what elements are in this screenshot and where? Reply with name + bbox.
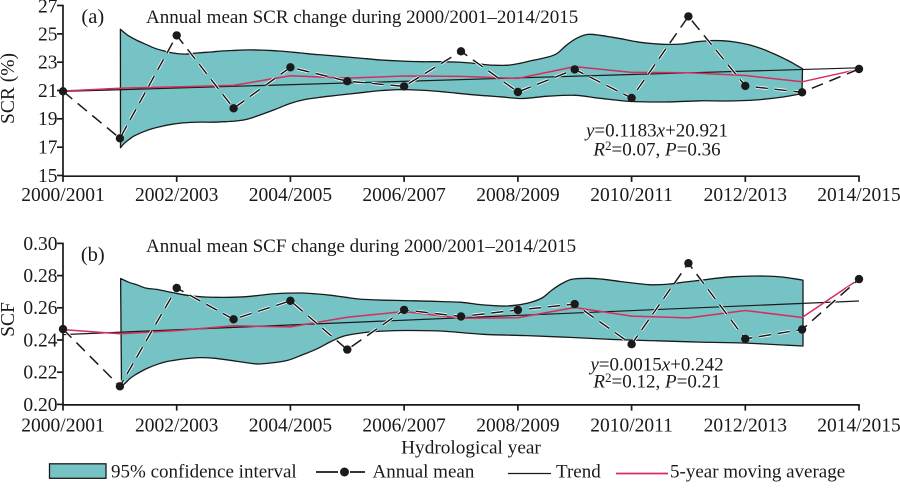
svg-text:(b): (b) <box>81 244 105 266</box>
svg-text:0.26: 0.26 <box>23 298 57 319</box>
svg-text:Annual mean: Annual mean <box>373 462 475 483</box>
svg-text:15: 15 <box>38 166 58 187</box>
svg-text:SCF: SCF <box>0 302 19 337</box>
svg-text:2002/2003: 2002/2003 <box>135 185 218 206</box>
svg-text:27: 27 <box>38 0 58 18</box>
svg-text:2012/2013: 2012/2013 <box>704 415 787 436</box>
svg-text:y=0.0015x+0.242: y=0.0015x+0.242 <box>588 355 723 376</box>
svg-text:0.28: 0.28 <box>23 266 57 287</box>
svg-text:2006/2007: 2006/2007 <box>362 415 446 436</box>
svg-text:y=0.1183x+20.921: y=0.1183x+20.921 <box>584 121 728 142</box>
svg-text:2002/2003: 2002/2003 <box>135 415 218 436</box>
svg-text:Annual mean SCR change during: Annual mean SCR change during 2000/2001–… <box>146 7 578 28</box>
svg-text:25: 25 <box>38 24 58 45</box>
svg-text:2006/2007: 2006/2007 <box>362 185 446 206</box>
svg-text:(a): (a) <box>81 6 104 28</box>
svg-text:R2=0.07, P=0.36: R2=0.07, P=0.36 <box>592 138 720 161</box>
svg-text:Hydrological year: Hydrological year <box>401 438 541 459</box>
svg-text:Annual mean SCF change during: Annual mean SCF change during 2000/2001–… <box>146 236 576 257</box>
svg-text:2008/2009: 2008/2009 <box>476 415 559 436</box>
svg-text:0.24: 0.24 <box>23 330 57 351</box>
svg-text:2010/2011: 2010/2011 <box>590 185 673 206</box>
svg-text:2000/2001: 2000/2001 <box>21 185 104 206</box>
svg-text:Trend: Trend <box>556 462 601 483</box>
svg-text:2004/2005: 2004/2005 <box>249 415 332 436</box>
svg-text:2008/2009: 2008/2009 <box>476 185 559 206</box>
svg-text:0.20: 0.20 <box>23 395 57 416</box>
svg-text:2014/2015: 2014/2015 <box>817 185 900 206</box>
svg-text:19: 19 <box>38 109 58 130</box>
svg-text:2014/2015: 2014/2015 <box>817 415 900 436</box>
svg-text:R2=0.12, P=0.21: R2=0.12, P=0.21 <box>592 370 720 393</box>
svg-text:2012/2013: 2012/2013 <box>704 185 787 206</box>
svg-text:23: 23 <box>38 53 58 74</box>
svg-text:5-year moving average: 5-year moving average <box>670 462 845 483</box>
svg-text:2000/2001: 2000/2001 <box>21 415 104 436</box>
svg-text:2004/2005: 2004/2005 <box>249 185 332 206</box>
svg-text:21: 21 <box>38 81 58 102</box>
svg-text:95% confidence interval: 95% confidence interval <box>111 462 297 483</box>
svg-text:2010/2011: 2010/2011 <box>590 415 673 436</box>
svg-text:0.30: 0.30 <box>23 234 57 255</box>
svg-text:0.22: 0.22 <box>23 363 57 384</box>
svg-text:17: 17 <box>38 138 58 159</box>
svg-text:SCR (%): SCR (%) <box>0 53 19 124</box>
